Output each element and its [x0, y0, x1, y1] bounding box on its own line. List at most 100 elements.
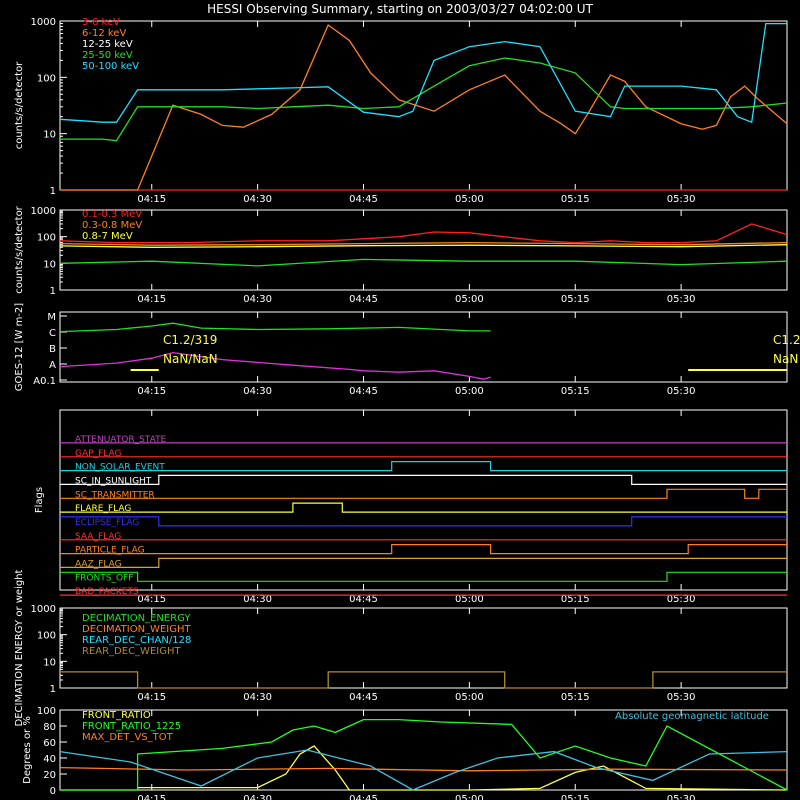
panel-ratios-ytick-label: 20	[43, 770, 56, 781]
panel-flags-tick-label: 05:30	[667, 594, 696, 605]
panel-lightcurves-high-tick-label: 04:30	[243, 294, 272, 305]
panel-lightcurves-low-legend-entry: 25-50 keV	[82, 50, 133, 61]
panel-ratios-annotation: Absolute geomagnetic latitude	[615, 711, 769, 722]
panel-flags-flag-line	[60, 557, 787, 569]
panel-decimation-legend-entry: REAR_DEC_WEIGHT	[82, 646, 181, 657]
panel-lightcurves-low-ytick-label: 1	[50, 186, 56, 197]
panel-lightcurves-high-tick-label: 05:00	[455, 294, 484, 305]
panel-decimation	[59, 607, 788, 689]
panel-goes-tick-label: 05:00	[455, 386, 484, 397]
panel-flags-tick-label: 05:00	[455, 594, 484, 605]
panel-lightcurves-high-ytick-label: 1000	[31, 206, 56, 217]
panel-flags-flag-line	[60, 543, 787, 555]
panel-lightcurves-low-tick-label: 04:45	[349, 194, 378, 205]
panel-goes-ytick-label: C	[49, 328, 56, 339]
panel-decimation-ytick-label: 1	[50, 684, 56, 695]
panel-flags-flag-label: ATTENUATOR_STATE	[75, 435, 167, 445]
panel-lightcurves-low-ylabel: counts/s/detector	[14, 61, 25, 149]
panel-flags-flag-line	[60, 488, 787, 499]
panel-goes-ytick-label: M	[47, 312, 56, 323]
panel-flags	[59, 409, 788, 591]
panel-ratios-tick-label: 05:15	[561, 794, 590, 800]
panel-goes-tick-label: 04:30	[243, 386, 272, 397]
panel-goes-tick-label: 04:45	[349, 386, 378, 397]
panel-lightcurves-low-tick-label: 05:30	[667, 194, 696, 205]
panel-decimation-ytick-label: 1000	[31, 604, 56, 615]
panel-ratios-ylabel: Degrees or %	[22, 716, 33, 784]
panel-lightcurves-low-tick-label: 04:30	[243, 194, 272, 205]
panel-decimation-tick-label: 04:45	[349, 692, 378, 703]
panel-goes-ytick-label: B	[49, 344, 56, 355]
panel-lightcurves-high	[59, 209, 788, 291]
panel-flags-tick-label: 04:15	[137, 594, 166, 605]
panel-lightcurves-low-legend-entry: 3-6 keV	[82, 17, 120, 28]
panel-lightcurves-low-ytick-label: 10	[43, 130, 56, 141]
panel-flags-tick-label: 05:15	[561, 594, 590, 605]
panel-flags-flag-label: SC_TRANSMITTER	[75, 490, 155, 500]
panel-lightcurves-high-series-2	[59, 244, 788, 248]
panel-ratios-legend-entry: FRONT_RATIO	[82, 710, 151, 721]
panel-goes-series-0	[59, 322, 491, 333]
panel-ratios-ytick-label: 100	[37, 706, 56, 717]
panel-goes-ytick-label: A0.1	[33, 376, 56, 387]
panel-ratios-series-2	[59, 766, 788, 772]
panel-ratios-tick-label: 04:15	[137, 794, 166, 800]
panel-flags-flag-label: BAD_PACKETS	[75, 587, 139, 597]
panel-ratios-ytick-label: 0	[50, 786, 56, 797]
panel-goes-annotation: NaN	[773, 352, 798, 366]
panel-decimation-ytick-label: 100	[37, 631, 56, 642]
panel-flags-flag-line	[60, 502, 787, 513]
panel-lightcurves-low-series-1	[60, 23, 788, 191]
panel-flags-flag-label: FLARE_FLAG	[75, 504, 131, 514]
panel-lightcurves-low-tick-label: 05:00	[455, 194, 484, 205]
panel-ratios-tick-label: 04:30	[243, 794, 272, 800]
panel-flags-flag-line	[60, 474, 787, 485]
panel-goes-ytick-label: A	[49, 360, 56, 371]
panel-lightcurves-low-legend-entry: 6-12 keV	[82, 28, 126, 39]
panel-lightcurves-low-series-3	[60, 57, 788, 142]
panel-lightcurves-high-series-0	[59, 223, 788, 244]
panel-ratios-ytick-label: 80	[43, 722, 56, 733]
panel-ratios-ytick-label: 40	[43, 754, 56, 765]
figure-title: HESSI Observing Summary, starting on 200…	[207, 2, 593, 16]
panel-goes-annotation: C1.2	[773, 333, 800, 347]
panel-goes-tick-label: 05:15	[561, 386, 590, 397]
panel-ratios-legend-entry: MAX_DET_VS_TOT	[82, 732, 174, 743]
panel-flags-flag-label: SC_IN_SUNLIGHT	[75, 476, 152, 486]
panel-lightcurves-low-ytick-label: 1000	[31, 17, 56, 28]
panel-decimation-tick-label: 05:00	[455, 692, 484, 703]
panel-goes-tick-label: 04:15	[137, 386, 166, 397]
panel-ratios-series-0	[60, 745, 788, 791]
panel-flags-flag-line	[60, 571, 787, 582]
panel-flags-flag-label: AAZ_FLAG	[75, 559, 122, 569]
panel-decimation-tick-label: 05:15	[561, 692, 590, 703]
panel-lightcurves-high-series-1	[59, 241, 788, 246]
panel-goes	[59, 311, 788, 383]
panel-goes-annotation: C1.2/319	[163, 333, 217, 347]
panel-ratios-tick-label: 04:45	[349, 794, 378, 800]
panel-decimation-series-3	[60, 671, 787, 689]
panel-decimation-ylabel: DECIMATION ENERGY or weight	[14, 569, 25, 726]
panel-flags-flag-line	[60, 461, 787, 472]
panel-lightcurves-high-tick-label: 05:30	[667, 294, 696, 305]
panel-ratios-tick-label: 05:30	[667, 794, 696, 800]
panel-lightcurves-high-ylabel: counts/s/detector	[14, 205, 25, 293]
panel-goes-ylabel: GOES-12 [W m-2]	[14, 303, 25, 391]
panel-goes-annotation: NaN/NaN	[163, 352, 218, 366]
panel-lightcurves-high-tick-label: 04:15	[137, 294, 166, 305]
panel-lightcurves-low-tick-label: 04:15	[137, 194, 166, 205]
panel-lightcurves-high-tick-label: 05:15	[561, 294, 590, 305]
panel-lightcurves-low-ytick-label: 100	[37, 73, 56, 84]
panel-flags-flag-label: SAA_FLAG	[75, 532, 121, 542]
panel-ratios-series-1	[60, 718, 788, 791]
panel-lightcurves-high-legend-entry: 0.8-7 MeV	[82, 231, 133, 242]
panel-flags-tick-label: 04:45	[349, 594, 378, 605]
panel-flags-flag-label: GAP_FLAG	[75, 449, 121, 459]
panel-flags-ylabel: Flags	[34, 487, 45, 513]
panel-flags-flag-label: PARTICLE_FLAG	[75, 546, 145, 556]
panel-lightcurves-high-ytick-label: 100	[37, 233, 56, 244]
panel-decimation-tick-label: 05:30	[667, 692, 696, 703]
panel-flags-tick-label: 04:30	[243, 594, 272, 605]
panel-lightcurves-low	[59, 20, 788, 191]
